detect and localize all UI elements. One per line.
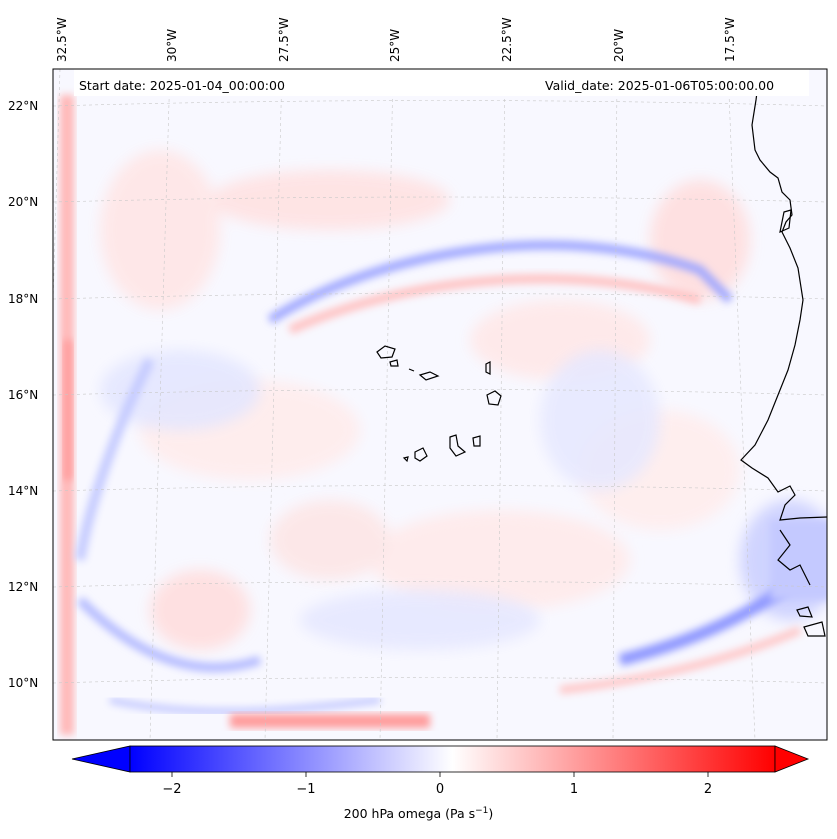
lat-label: 10°N (8, 676, 39, 690)
lat-label: 14°N (8, 484, 39, 498)
colorbar-tick-label: 1 (569, 782, 579, 797)
colorbar-tick-label: 0 (435, 782, 445, 797)
colorbar-tick-label: −1 (296, 782, 316, 797)
lat-label: 16°N (8, 388, 39, 402)
coastline (376, 68, 828, 637)
lon-label: 17.5°W (723, 17, 737, 62)
lon-label: 22.5°W (500, 17, 514, 62)
lat-label: 12°N (8, 580, 39, 594)
colorbar (71, 745, 810, 777)
lon-label: 30°W (165, 28, 179, 62)
colorbar-tick-label: −2 (162, 782, 182, 797)
lon-label: 27.5°W (277, 17, 291, 62)
valid-date-label: Valid_date: 2025-01-06T05:00:00.00 (545, 78, 775, 93)
lat-label: 18°N (8, 292, 39, 306)
lon-label: 25°W (388, 28, 402, 62)
lon-label: 32.5°W (55, 17, 69, 62)
omega-field (53, 69, 827, 740)
colorbar-tick-label: 2 (703, 782, 713, 797)
start-date-label: Start date: 2025-01-04_00:00:00 (79, 78, 285, 93)
lat-label: 22°N (8, 99, 39, 113)
lon-label: 20°W (612, 28, 626, 62)
lat-label: 20°N (8, 195, 39, 209)
colorbar-title: 200 hPa omega (Pa s−1) (343, 806, 494, 822)
